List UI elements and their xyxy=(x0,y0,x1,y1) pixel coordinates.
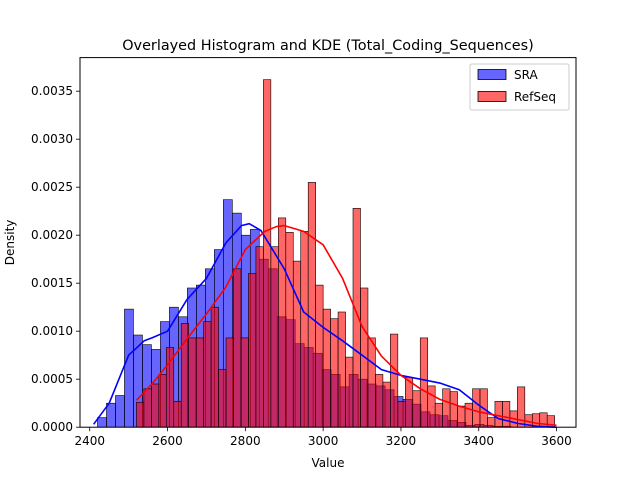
legend-label-refseq: RefSeq xyxy=(514,90,556,104)
refseq-histogram-bar xyxy=(188,337,197,428)
sra-histogram-bar xyxy=(115,395,125,428)
refseq-histogram-bar xyxy=(210,306,219,428)
x-tick-label: 3000 xyxy=(308,434,339,448)
refseq-histogram-bar xyxy=(270,246,279,428)
refseq-histogram-bar xyxy=(434,402,443,428)
refseq-histogram-bar xyxy=(278,217,287,428)
refseq-histogram-bar xyxy=(136,401,145,428)
refseq-histogram-bar xyxy=(397,400,406,428)
refseq-histogram-bar xyxy=(255,246,264,428)
y-axis: 0.0000 0.0005 0.0010 0.0015 0.0020 0.0025 0.00… xyxy=(31,84,80,434)
refseq-histogram-bar xyxy=(502,400,511,428)
refseq-histogram-bar xyxy=(457,405,466,428)
sra-histogram-bar xyxy=(97,417,107,428)
x-tick-label: 3400 xyxy=(463,434,494,448)
refseq-histogram-bar xyxy=(375,374,384,428)
x-tick-label: 3600 xyxy=(541,434,572,448)
sra-kde-line xyxy=(92,222,557,428)
refseq-histogram-bar xyxy=(307,182,316,428)
refseq-histogram-bar xyxy=(203,321,212,428)
sra-histogram-bar xyxy=(124,308,134,428)
refseq-histogram-bar xyxy=(315,284,324,428)
y-tick-label: 0.0035 xyxy=(31,84,73,98)
refseq-histogram-bar xyxy=(240,337,249,428)
refseq-histogram-bar xyxy=(218,369,227,428)
refseq-histogram-bar xyxy=(472,388,481,428)
refseq-histogram-bar xyxy=(337,311,346,428)
refseq-histogram-bar xyxy=(158,374,167,428)
refseq-histogram-bar xyxy=(494,400,503,428)
refseq-histogram-bar xyxy=(173,400,182,428)
plot-frame xyxy=(79,57,577,428)
legend-label-sra: SRA xyxy=(514,68,538,82)
x-tick-label: 3200 xyxy=(386,434,417,448)
legend-swatch-sra xyxy=(477,69,507,80)
x-tick-label: 2400 xyxy=(74,434,105,448)
refseq-histogram-bar xyxy=(367,337,376,428)
refseq-histogram-bar xyxy=(390,333,399,428)
x-axis: 2400 2600 2800 3000 3200 3400 3600 xyxy=(74,427,572,448)
refseq-histogram-bar xyxy=(487,417,496,428)
refseq-histogram-bar xyxy=(285,232,294,428)
refseq-histogram-bar xyxy=(382,381,391,428)
refseq-histogram-bar xyxy=(412,390,421,428)
y-tick-label: 0.0005 xyxy=(31,372,73,386)
refseq-histogram-bar xyxy=(449,391,458,428)
refseq-histogram-bar xyxy=(248,273,257,428)
refseq-histogram-bar xyxy=(322,308,331,428)
refseq-histogram-bar xyxy=(263,79,272,428)
sra-histogram-bar xyxy=(106,402,116,428)
refseq-histogram-bar xyxy=(292,260,302,428)
refseq-histogram-bar xyxy=(442,388,451,428)
refseq-histogram-bar xyxy=(345,356,354,428)
x-axis-label: Value xyxy=(312,456,345,470)
refseq-histogram-bar xyxy=(151,383,160,428)
chart-title: Overlayed Histogram and KDE (Total_Codin… xyxy=(122,38,534,54)
y-tick-label: 0.0015 xyxy=(31,276,73,290)
refseq-histogram-bar xyxy=(233,268,242,428)
refseq-histogram-bar xyxy=(143,388,152,428)
x-tick-label: 2800 xyxy=(230,434,261,448)
refseq-histogram-bar xyxy=(225,337,234,428)
legend-swatch-refseq xyxy=(477,91,507,102)
refseq-histogram-bar xyxy=(464,402,473,428)
x-tick-label: 2600 xyxy=(152,434,183,448)
y-tick-label: 0.0010 xyxy=(31,324,73,338)
y-tick-label: 0.0030 xyxy=(31,132,73,146)
refseq-histogram-bar xyxy=(419,337,429,428)
refseq-histogram-bar xyxy=(427,385,436,428)
kde-layer xyxy=(92,222,557,428)
refseq-histogram-bar xyxy=(300,231,309,428)
refseq-histogram-bar xyxy=(165,347,175,428)
refseq-histogram-bar xyxy=(195,337,204,428)
refseq-histogram-bar xyxy=(404,376,414,428)
y-tick-label: 0.0025 xyxy=(31,180,73,194)
refseq-kde-line xyxy=(135,224,557,427)
y-axis-label: Density xyxy=(3,220,17,266)
legend: SRA RefSeq xyxy=(469,63,570,111)
y-tick-label: 0.0000 xyxy=(31,420,73,434)
y-tick-label: 0.0020 xyxy=(31,228,73,242)
